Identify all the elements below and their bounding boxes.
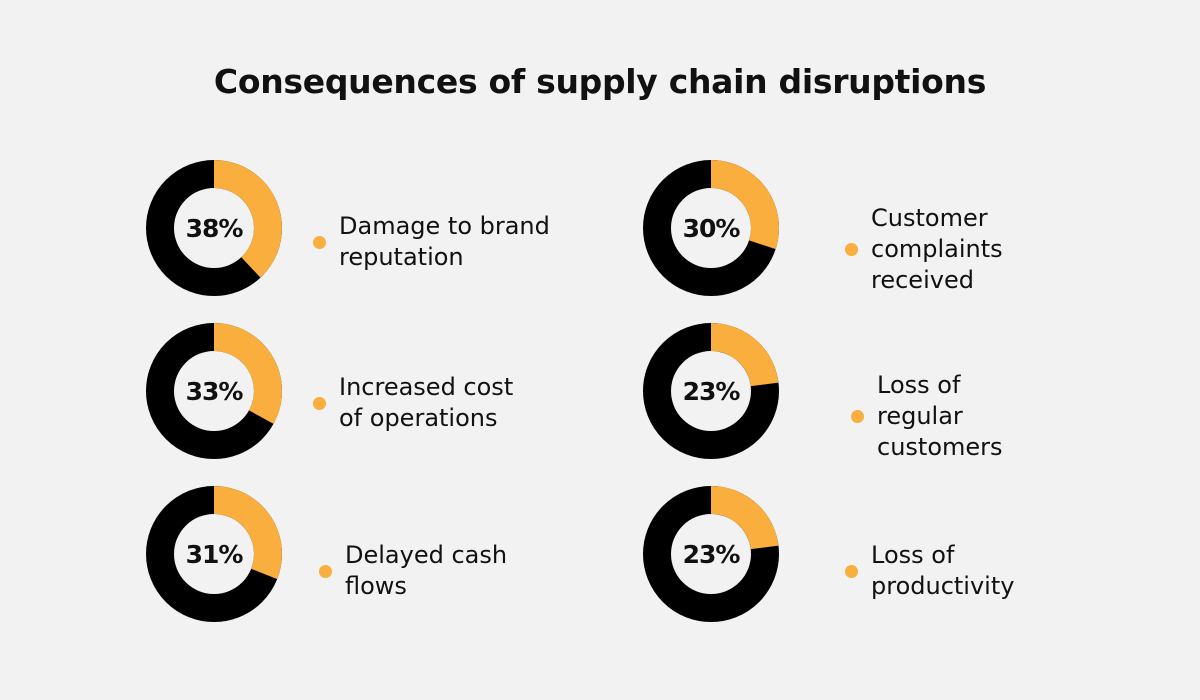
percentage-label: 33% <box>185 376 244 406</box>
donut-chart <box>643 486 779 622</box>
legend-item: Customer complaints received <box>845 203 1003 296</box>
donut-value-arc <box>643 323 779 459</box>
donut-chart <box>146 160 282 296</box>
bullet-dot-icon <box>313 396 326 410</box>
legend-item: Loss of productivity <box>845 540 1014 602</box>
bullet-dot-icon <box>845 242 858 256</box>
donut-chart <box>146 486 282 622</box>
percentage-label: 38% <box>185 213 244 243</box>
donut-value-arc <box>643 486 779 622</box>
donut-chart <box>643 323 779 459</box>
donut-chart <box>146 323 282 459</box>
percentage-label: 23% <box>682 376 741 406</box>
percentage-label: 31% <box>185 539 244 569</box>
bullet-dot-icon <box>319 564 332 578</box>
donut-value-arc <box>146 486 282 622</box>
bullet-dot-icon <box>851 409 864 423</box>
donut-value-arc <box>146 323 282 459</box>
chart-title: Consequences of supply chain disruptions <box>213 62 987 101</box>
donut-chart <box>643 160 779 296</box>
percentage-label: 30% <box>682 213 741 243</box>
category-label: Increased cost of operations <box>339 373 514 432</box>
donut-value-arc <box>146 160 282 296</box>
category-label: Customer complaints received <box>871 203 1003 294</box>
legend-item: Loss of regular customers <box>851 370 1003 463</box>
legend-item: Increased cost of operations <box>313 372 513 434</box>
donut-value-arc <box>643 160 779 296</box>
category-label: Damage to brand reputation <box>339 212 550 271</box>
bullet-dot-icon <box>313 235 326 249</box>
percentage-label: 23% <box>682 539 741 569</box>
category-label: Delayed cash flows <box>345 541 508 600</box>
bullet-dot-icon <box>845 564 858 578</box>
legend-item: Delayed cash flows <box>319 540 507 602</box>
category-label: Loss of regular customers <box>877 370 1003 461</box>
category-label: Loss of productivity <box>871 541 1015 600</box>
legend-item: Damage to brand reputation <box>313 211 550 273</box>
